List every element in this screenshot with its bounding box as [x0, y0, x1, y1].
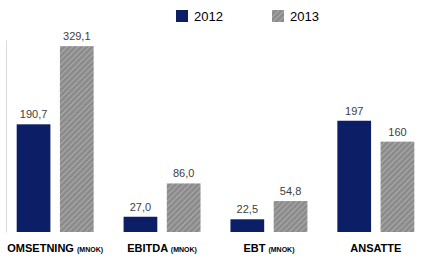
data-label: 190,7	[20, 108, 48, 120]
data-label: 329,1	[63, 30, 91, 42]
bar	[17, 124, 51, 232]
x-tick-label: ANSATTE	[350, 242, 401, 254]
x-tick-label: EBT (MNOK)	[243, 242, 294, 254]
data-label: 22,5	[237, 203, 258, 215]
data-label: 197	[345, 105, 363, 117]
legend: 2012 2013	[176, 9, 319, 24]
x-tick: OMSETNING (MNOK)	[7, 242, 103, 254]
bar	[381, 142, 415, 232]
y-axis	[6, 41, 8, 233]
x-tick: EBT (MNOK)	[243, 242, 294, 254]
x-tick-label: OMSETNING (MNOK)	[7, 242, 103, 254]
data-label: 160	[388, 126, 406, 138]
series-bars	[60, 46, 414, 232]
bar	[337, 121, 371, 232]
bar	[60, 46, 94, 232]
data-labels: 190,7 27,0 22,5 197 329,1 86,0 54,8 160	[20, 30, 407, 215]
legend-label: 2013	[290, 9, 319, 24]
y-axis-line	[6, 41, 7, 233]
bar	[274, 201, 308, 232]
bar	[167, 183, 201, 232]
bars	[17, 46, 415, 232]
data-label: 86,0	[173, 167, 194, 179]
legend-swatch	[272, 10, 284, 22]
x-tick: EBITDA (MNOK)	[127, 242, 197, 254]
bar	[124, 217, 158, 232]
legend-swatch	[176, 10, 188, 22]
x-axis: OMSETNING (MNOK) EBITDA (MNOK) EBT (MNOK) A…	[7, 242, 401, 254]
data-label: 54,8	[280, 185, 301, 197]
data-label: 27,0	[130, 201, 151, 213]
bar	[230, 219, 264, 232]
chart: 190,7 27,0 22,5 197 329,1 86,0 54,8 160 OMSETNIN…	[0, 0, 425, 265]
x-tick: ANSATTE	[350, 242, 401, 254]
x-tick-label: EBITDA (MNOK)	[127, 242, 197, 254]
legend-label: 2012	[194, 9, 223, 24]
